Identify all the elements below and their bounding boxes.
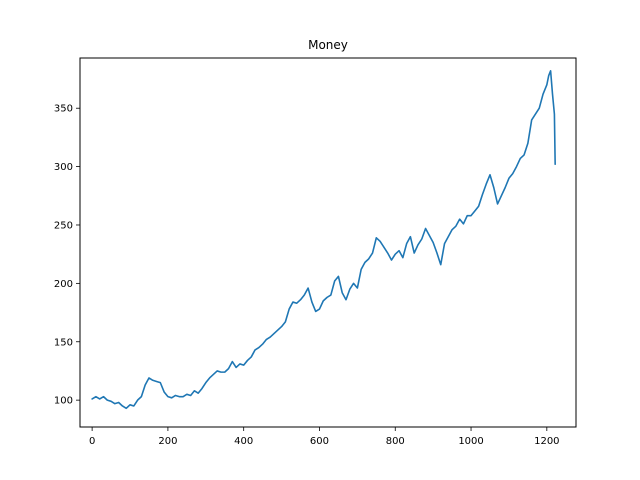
x-tick-label: 600: [310, 436, 329, 447]
x-axis-ticks: 0 200 400 600 800 1000 1200: [89, 427, 560, 447]
y-axis-ticks: 100 150 200 250 300 350: [54, 104, 80, 407]
chart-title: Money: [308, 38, 348, 52]
y-tick-label: 150: [54, 337, 73, 348]
y-tick-label: 200: [54, 279, 73, 290]
x-tick-label: 1200: [534, 436, 559, 447]
y-tick-label: 300: [54, 162, 73, 173]
plot-area: [80, 58, 576, 427]
y-tick-label: 350: [54, 104, 73, 115]
x-tick-label: 200: [158, 436, 177, 447]
axes-frame: [79, 57, 577, 428]
y-tick-label: 250: [54, 220, 73, 231]
x-tick-label: 400: [234, 436, 253, 447]
x-tick-label: 1000: [458, 436, 483, 447]
y-tick-label: 100: [54, 396, 73, 407]
x-tick-label: 0: [89, 436, 95, 447]
x-tick-label: 800: [386, 436, 405, 447]
series-line: [91, 70, 556, 410]
